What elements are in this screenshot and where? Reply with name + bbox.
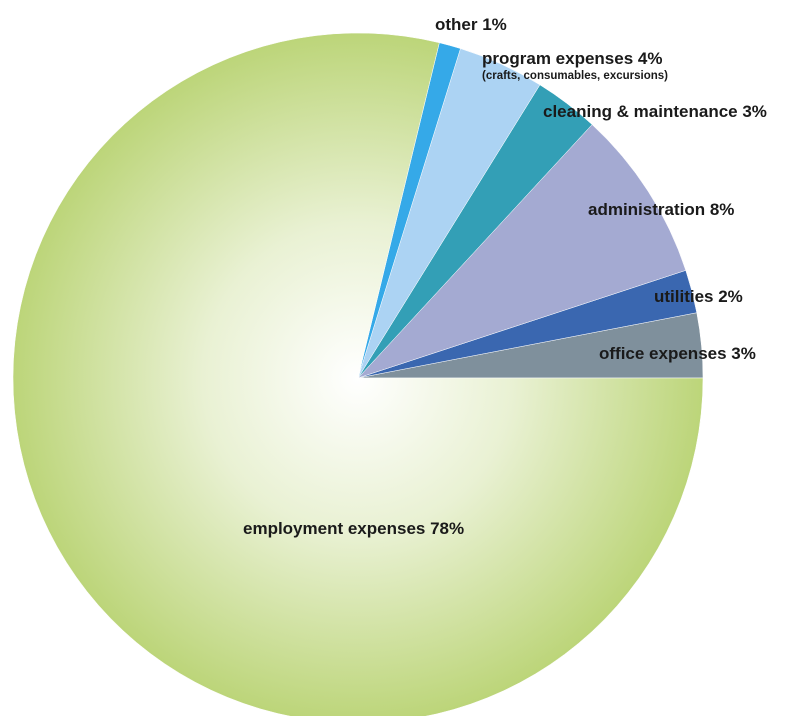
pie-slices	[12, 32, 704, 716]
slice-label-cleaning-maintenance: cleaning & maintenance 3%	[543, 102, 767, 121]
slice-label-program-expenses: program expenses 4%	[482, 49, 662, 68]
pie-slice-employment-expenses	[12, 32, 704, 716]
pie-labels: office expenses 3% utilities 2% administ…	[243, 15, 767, 538]
pie-slice-administration	[357, 124, 687, 379]
slice-label-administration: administration 8%	[588, 200, 734, 219]
slice-label-utilities: utilities 2%	[654, 287, 743, 306]
slice-sublabel-program-expenses: (crafts, consumables, excursions)	[482, 70, 668, 82]
slice-label-office-expenses: office expenses 3%	[599, 344, 756, 363]
slice-label-other: other 1%	[435, 15, 507, 34]
slice-label-employment-expenses: employment expenses 78%	[243, 519, 464, 538]
